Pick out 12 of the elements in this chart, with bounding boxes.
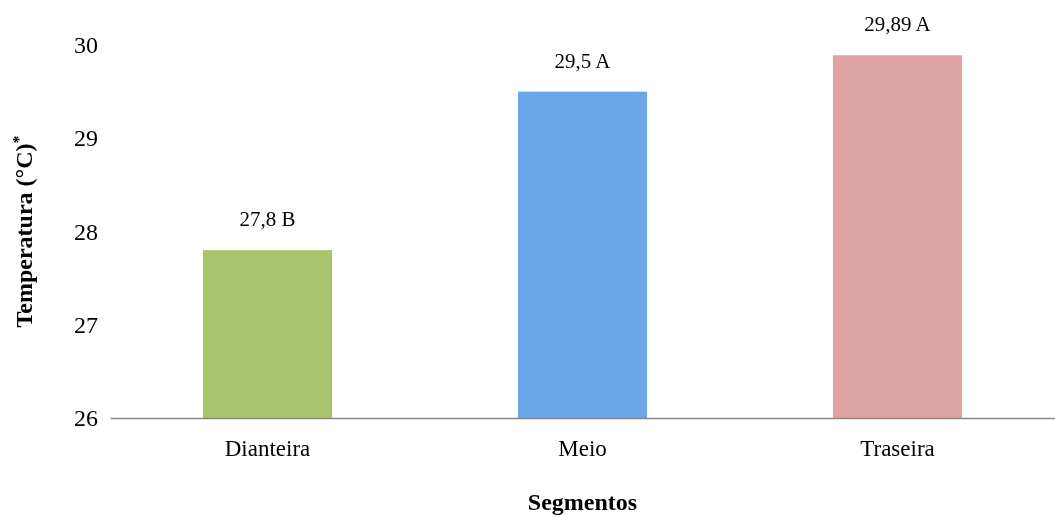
data-label: 27,8 B	[239, 207, 296, 232]
x-tick-label: Traseira	[860, 436, 935, 462]
data-label: 29,5 A	[554, 48, 612, 73]
x-tick-label: Dianteira	[224, 436, 311, 462]
x-axis-title: Segmentos	[527, 489, 638, 515]
y-tick-label: 29	[74, 125, 98, 152]
y-tick-label: 28	[74, 218, 98, 245]
y-tick-label: 27	[74, 311, 98, 338]
y-tick-label: 26	[74, 405, 98, 432]
x-tick-label: Meio	[558, 436, 607, 462]
y-tick-label: 30	[74, 32, 98, 59]
data-label: 29,89 A	[864, 12, 932, 37]
